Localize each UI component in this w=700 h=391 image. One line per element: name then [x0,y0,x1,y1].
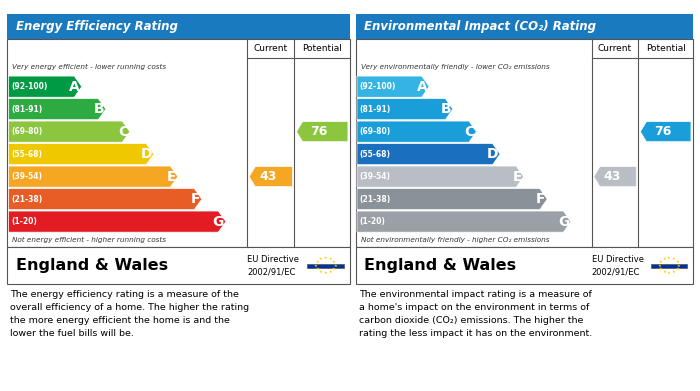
Text: ★: ★ [324,256,328,260]
Text: England & Wales: England & Wales [15,258,168,273]
Text: (81-91): (81-91) [360,105,391,114]
Text: (55-68): (55-68) [11,150,42,159]
Polygon shape [8,99,106,120]
Text: Potential: Potential [302,44,342,53]
Text: B: B [440,102,451,116]
Text: (21-38): (21-38) [11,195,43,204]
Text: (39-54): (39-54) [11,172,42,181]
Bar [356,39,693,248]
Text: ★: ★ [677,264,680,268]
Text: (1-20): (1-20) [11,217,37,226]
Polygon shape [357,99,453,120]
Bar [7,39,350,248]
Text: ★: ★ [333,264,337,268]
Text: ★: ★ [672,257,676,261]
Text: ★: ★ [316,260,319,264]
Polygon shape [357,143,500,165]
Polygon shape [8,211,226,232]
Polygon shape [357,121,477,142]
Bar [7,248,350,284]
Text: 43: 43 [603,170,621,183]
Polygon shape [8,188,202,210]
Text: F: F [536,192,545,206]
Text: A: A [416,80,428,93]
Text: E: E [512,170,522,184]
Text: ★: ★ [676,267,679,271]
Polygon shape [8,143,154,165]
Text: ★: ★ [319,270,323,274]
Polygon shape [640,122,691,142]
Polygon shape [357,211,571,232]
Text: ★: ★ [319,257,323,261]
Text: F: F [190,192,200,206]
Text: ★: ★ [667,271,671,275]
Text: Potential: Potential [645,44,685,53]
Text: ★: ★ [314,264,318,268]
Text: ★: ★ [659,267,663,271]
Text: 76: 76 [654,125,671,138]
Text: Not energy efficient - higher running costs: Not energy efficient - higher running co… [12,237,166,243]
Polygon shape [357,76,429,97]
Polygon shape [594,167,636,187]
Text: ★: ★ [662,257,666,261]
Text: ★: ★ [659,260,663,264]
Text: (55-68): (55-68) [360,150,391,159]
Text: Very energy efficient - lower running costs: Very energy efficient - lower running co… [12,63,167,70]
Text: Environmental Impact (CO₂) Rating: Environmental Impact (CO₂) Rating [364,20,596,33]
Text: (21-38): (21-38) [360,195,391,204]
Text: ★: ★ [667,256,671,260]
Text: G: G [213,215,224,229]
Text: ★: ★ [672,270,676,274]
Text: Current: Current [253,44,288,53]
Text: ★: ★ [328,257,332,261]
Bar [307,264,344,268]
Text: (39-54): (39-54) [360,172,391,181]
Bar [356,14,693,39]
Text: Very environmentally friendly - lower CO₂ emissions: Very environmentally friendly - lower CO… [360,63,550,70]
Text: (69-80): (69-80) [11,127,43,136]
Polygon shape [357,188,547,210]
Bar [7,14,350,39]
Polygon shape [8,166,178,187]
Polygon shape [8,76,82,97]
Text: EU Directive
2002/91/EC: EU Directive 2002/91/EC [592,255,644,276]
Text: (69-80): (69-80) [360,127,391,136]
Text: ★: ★ [328,270,332,274]
Text: G: G [558,215,569,229]
Text: (1-20): (1-20) [360,217,386,226]
Text: ★: ★ [658,264,662,268]
Text: D: D [486,147,498,161]
Text: C: C [118,125,128,139]
Text: England & Wales: England & Wales [364,258,516,273]
Text: (92-100): (92-100) [11,82,48,91]
Text: ★: ★ [332,267,336,271]
Polygon shape [8,121,130,142]
Text: ★: ★ [676,260,679,264]
Text: Not environmentally friendly - higher CO₂ emissions: Not environmentally friendly - higher CO… [360,237,550,243]
Text: 43: 43 [259,170,276,183]
Bar [651,264,687,268]
Text: C: C [465,125,475,139]
Text: (92-100): (92-100) [360,82,396,91]
Polygon shape [297,122,348,142]
Bar [356,248,693,284]
Text: B: B [93,102,104,116]
Text: (81-91): (81-91) [11,105,43,114]
Text: Current: Current [598,44,632,53]
Text: ★: ★ [324,271,328,275]
Text: The energy efficiency rating is a measure of the
overall efficiency of a home. T: The energy efficiency rating is a measur… [10,290,250,337]
Polygon shape [357,166,524,187]
Text: A: A [69,80,80,93]
Text: E: E [167,170,176,184]
Text: Energy Efficiency Rating: Energy Efficiency Rating [15,20,178,33]
Text: D: D [141,147,152,161]
Text: ★: ★ [662,270,666,274]
Text: The environmental impact rating is a measure of
a home's impact on the environme: The environmental impact rating is a mea… [359,290,592,337]
Text: ★: ★ [316,267,319,271]
Text: EU Directive
2002/91/EC: EU Directive 2002/91/EC [247,255,299,276]
Text: ★: ★ [332,260,336,264]
Polygon shape [249,167,293,187]
Text: 76: 76 [310,125,328,138]
